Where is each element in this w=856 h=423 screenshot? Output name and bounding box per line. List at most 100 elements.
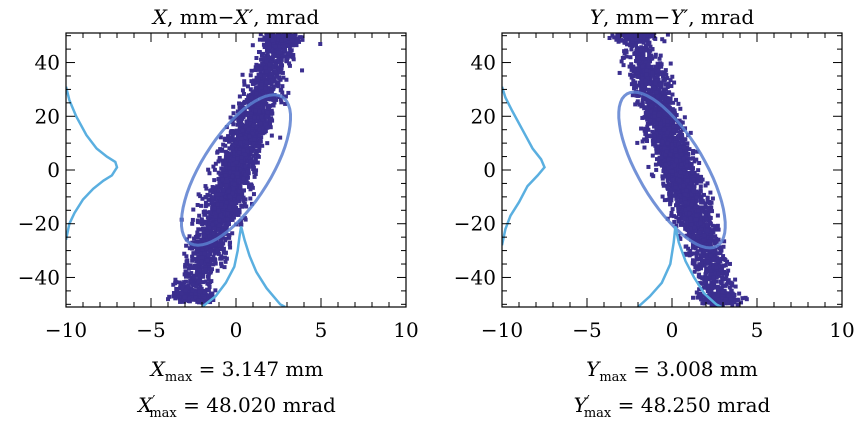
particle-point <box>705 300 710 305</box>
particle-point <box>628 43 633 48</box>
particle-point <box>639 79 644 84</box>
particle-point <box>182 295 187 300</box>
particle-point <box>246 100 251 105</box>
particle-point <box>645 124 650 129</box>
particle-point <box>243 152 248 157</box>
particle-point <box>227 233 232 238</box>
particle-point <box>227 205 232 210</box>
particle-point <box>241 188 246 193</box>
particle-point <box>280 84 285 89</box>
particle-point <box>705 195 710 200</box>
particle-point <box>660 37 665 42</box>
particle-point <box>658 131 663 136</box>
particle-point <box>277 44 282 49</box>
particle-point <box>691 295 696 300</box>
particle-point <box>179 291 184 296</box>
particle-point <box>185 297 190 302</box>
particle-point <box>199 203 204 208</box>
particle-point <box>700 301 705 306</box>
particle-point <box>690 166 695 171</box>
particle-point <box>205 274 210 279</box>
particle-point <box>252 170 257 175</box>
particle-point <box>654 131 659 136</box>
particle-point <box>667 195 672 200</box>
particle-point <box>237 101 242 106</box>
particle-point <box>196 227 201 232</box>
particle-point <box>195 263 200 268</box>
particle-point <box>703 209 708 214</box>
particle-point <box>686 246 691 251</box>
particle-point <box>196 192 201 197</box>
particle-point <box>239 120 244 125</box>
particle-point <box>251 141 256 146</box>
particle-point <box>183 269 188 274</box>
particle-point <box>690 175 695 180</box>
particle-point <box>197 273 202 278</box>
particle-point <box>273 44 278 49</box>
particle-point <box>668 202 673 207</box>
particle-point <box>635 83 640 88</box>
particle-point <box>669 192 674 197</box>
particle-point <box>218 198 223 203</box>
particle-point <box>276 70 281 75</box>
particle-point <box>656 68 661 73</box>
particle-point <box>243 164 248 169</box>
particle-point <box>651 67 656 72</box>
particle-point <box>242 108 247 113</box>
particle-point <box>685 217 690 222</box>
particle-point <box>644 68 649 73</box>
particle-point <box>271 48 276 53</box>
particle-point <box>204 238 209 243</box>
particle-point <box>219 236 224 241</box>
particle-point <box>671 128 676 133</box>
particle-point <box>669 198 674 203</box>
particle-point <box>244 204 249 209</box>
particle-point <box>625 42 630 47</box>
particle-point <box>646 115 651 120</box>
particle-point <box>247 98 252 103</box>
particle-point <box>247 155 252 160</box>
particle-point <box>670 145 675 150</box>
particle-point <box>257 109 262 114</box>
particle-point <box>241 176 246 181</box>
particle-point <box>669 190 674 195</box>
particle-point <box>723 263 728 268</box>
particle-point <box>662 39 667 44</box>
particle-point <box>285 43 290 48</box>
particle-point <box>273 69 278 74</box>
particle-point <box>269 90 274 95</box>
particle-point <box>661 181 666 186</box>
particle-point <box>207 171 212 176</box>
particle-point <box>231 166 236 171</box>
particle-point <box>263 77 268 82</box>
particle-point <box>235 152 240 157</box>
particle-point <box>254 125 259 130</box>
particle-point <box>281 33 286 35</box>
particle-point <box>642 128 647 133</box>
particle-point <box>203 264 208 269</box>
particle-point <box>652 124 657 129</box>
particle-point <box>269 133 274 138</box>
particle-point <box>690 245 695 250</box>
particle-point <box>733 277 738 282</box>
particle-point <box>226 134 231 139</box>
particle-point <box>715 268 720 273</box>
particle-point <box>722 290 727 295</box>
particle-point <box>264 69 269 74</box>
particle-point <box>203 267 208 272</box>
particle-point <box>248 73 253 78</box>
particle-point <box>665 178 670 183</box>
particle-point <box>239 122 244 127</box>
particle-point <box>645 121 650 126</box>
particle-point <box>230 231 235 236</box>
particle-point <box>215 184 220 189</box>
particle-point <box>189 271 194 276</box>
particle-point <box>640 98 645 103</box>
particle-point <box>670 92 675 97</box>
particle-point <box>620 55 625 60</box>
particle-point <box>224 226 229 231</box>
particle-point <box>688 161 693 166</box>
particle-point <box>607 36 612 41</box>
particle-point <box>189 291 194 296</box>
particle-point <box>650 47 655 52</box>
